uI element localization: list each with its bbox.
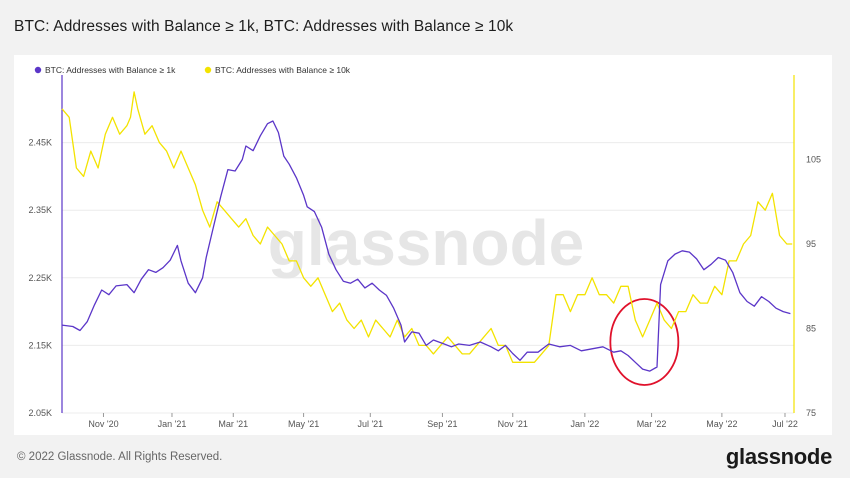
- y-left-tick-label: 2.35K: [28, 205, 52, 215]
- legend: BTC: Addresses with Balance ≥ 1k BTC: Add…: [34, 65, 351, 75]
- y-left-tick-label: 2.05K: [28, 408, 52, 418]
- x-tick-label: May '22: [706, 419, 737, 429]
- x-tick-label: Jul '21: [357, 419, 383, 429]
- x-tick-label: Jan '21: [158, 419, 187, 429]
- x-tick-label: May '21: [288, 419, 319, 429]
- y-right-tick-label: 95: [806, 239, 816, 249]
- y-right-tick-label: 105: [806, 155, 821, 165]
- legend-label[interactable]: BTC: Addresses with Balance ≥ 10k: [215, 65, 351, 75]
- series-line-10k: [61, 91, 793, 363]
- x-tick-label: Jul '22: [772, 419, 798, 429]
- axes: 2.05K 2.15K 2.25K 2.35K 2.45K 75 85 95 105 Nov '2…: [28, 75, 821, 429]
- x-tick-label: Nov '21: [498, 419, 528, 429]
- series-line-1k: [61, 120, 791, 372]
- x-tick-label: Mar '21: [218, 419, 248, 429]
- watermark: glassnode: [268, 207, 585, 279]
- annotation-circle: [609, 298, 680, 386]
- series-group: [61, 91, 793, 372]
- annotations: [609, 298, 680, 386]
- y-left-tick-label: 2.25K: [28, 273, 52, 283]
- y-left-tick-label: 2.15K: [28, 340, 52, 350]
- x-tick-label: Sep '21: [427, 419, 457, 429]
- chart-panel: glassnode 2.05K 2.15K 2.25K 2.35K 2.45K 75 85 9…: [14, 55, 832, 435]
- grid-lines: [62, 142, 794, 414]
- x-tick-label: Nov '20: [88, 419, 118, 429]
- legend-marker[interactable]: [34, 66, 42, 74]
- glassnode-logo[interactable]: glassnode: [725, 444, 832, 469]
- legend-marker[interactable]: [204, 66, 212, 74]
- x-tick-label: Jan '22: [570, 419, 599, 429]
- copyright-text: © 2022 Glassnode. All Rights Reserved.: [17, 451, 223, 463]
- y-right-tick-label: 85: [806, 324, 816, 334]
- y-left-tick-label: 2.45K: [28, 138, 52, 148]
- legend-label[interactable]: BTC: Addresses with Balance ≥ 1k: [45, 65, 176, 75]
- page-title: BTC: Addresses with Balance ≥ 1k, BTC: A…: [14, 18, 514, 35]
- y-right-tick-label: 75: [806, 408, 816, 418]
- x-tick-label: Mar '22: [637, 419, 667, 429]
- line-chart: glassnode 2.05K 2.15K 2.25K 2.35K 2.45K 75 85 9…: [28, 65, 821, 429]
